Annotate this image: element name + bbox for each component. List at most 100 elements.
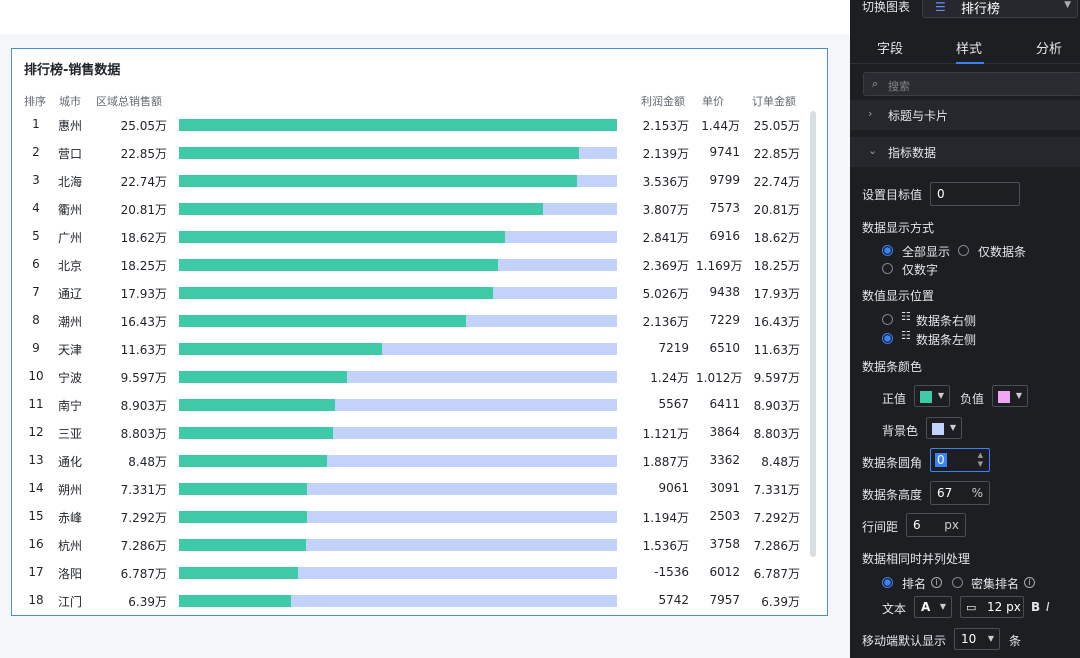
font-size-dropdown[interactable]: ▭ 12 px [960,596,1024,618]
order-amount-cell: 22.85万 [753,147,800,161]
price-cell: 1.012万 [696,371,743,385]
rank-cell: 3 [32,173,40,187]
search-input[interactable]: ⌕ 搜索 [863,72,1080,96]
search-placeholder: 搜索 [888,80,910,93]
total-sales-cell: 25.05万 [120,119,167,133]
mobile-count-unit: 条 [1009,634,1022,648]
negative-color-picker[interactable]: ▼ [992,385,1028,407]
bg-color-picker[interactable]: ▼ [926,417,962,439]
target-value-input[interactable]: 0 [930,182,1020,206]
profit-cell: 1.536万 [642,539,689,553]
row-gap-label: 行间距 [862,520,899,534]
table-row[interactable]: 2 营口 22.85万 2.139万 9741 22.85万 [12,139,812,167]
bar-height-unit: % [971,486,983,500]
table-row[interactable]: 17 洛阳 6.787万 -1536 6012 6.787万 [12,559,812,587]
radius-input[interactable]: 0 ▲ ▼ [930,448,990,472]
bar-background [179,231,617,243]
table-row[interactable]: 16 杭州 7.286万 1.536万 3758 7.286万 [12,531,812,559]
font-color-dropdown[interactable]: A ▼ [914,596,952,618]
chevron-down-icon: ▼ [1064,0,1071,10]
chevron-down-icon: ▼ [937,391,944,400]
table-row[interactable]: 18 江门 6.39万 5742 7957 6.39万 [12,587,812,615]
mobile-count-dropdown[interactable]: 10 ▼ [954,628,1000,650]
bar-value [179,175,577,187]
target-value: 0 [937,187,945,201]
position-right-radio[interactable] [882,314,893,325]
tab-analysis[interactable]: 分析 [1036,42,1063,57]
dashboard-canvas: 排行榜-销售数据 排序 城市 区域总销售额 利润金额 单价 订单金额 1 惠州 25… [11,48,828,616]
positive-color-picker[interactable]: ▼ [914,385,950,407]
table-row[interactable]: 14 朔州 7.331万 9061 3091 7.331万 [12,475,812,503]
positive-color-label: 正值 [882,392,907,406]
bar-background [179,539,617,551]
table-row[interactable]: 10 宁波 9.597万 1.24万 1.012万 9.597万 [12,363,812,391]
display-all-radio[interactable] [882,245,893,256]
table-row[interactable]: 9 天津 11.63万 7219 6510 11.63万 [12,335,812,363]
order-amount-cell: 9.597万 [753,371,800,385]
price-cell: 7229 [709,313,740,327]
rank-cell: 7 [32,285,40,299]
total-sales-cell: 22.74万 [120,175,167,189]
header-order: 订单金额 [752,95,796,108]
table-row[interactable]: 4 衢州 20.81万 3.807万 7573 20.81万 [12,195,812,223]
bar-background [179,315,617,327]
table-row[interactable]: 6 北京 18.25万 2.369万 1.169万 18.25万 [12,251,812,279]
display-number-only-label: 仅数字 [902,263,939,277]
price-cell: 7957 [709,593,740,607]
order-amount-cell: 18.62万 [753,231,800,245]
total-sales-cell: 8.803万 [120,427,167,441]
table-row[interactable]: 1 惠州 25.05万 2.153万 1.44万 25.05万 [12,111,812,139]
chevron-right-icon: › [868,107,873,120]
header-city: 城市 [59,95,81,108]
ranking-card[interactable]: 排行榜-销售数据 排序 城市 区域总销售额 利润金额 单价 订单金额 1 惠州 25… [11,48,828,616]
rank-cell: 11 [28,397,44,411]
table-row[interactable]: 8 潮州 16.43万 2.136万 7229 16.43万 [12,307,812,335]
table-row[interactable]: 12 三亚 8.803万 1.121万 3864 8.803万 [12,419,812,447]
city-cell: 惠州 [58,119,83,133]
info-icon[interactable]: i [1024,577,1035,588]
section-title-card[interactable]: › 标题与卡片 [850,100,1080,130]
price-cell: 3091 [709,481,740,495]
row-gap-input[interactable]: 6 px [906,513,966,537]
italic-button[interactable]: I [1046,600,1050,614]
tie-dense-rank-radio[interactable] [952,577,963,588]
negative-color-swatch [998,391,1010,403]
city-cell: 杭州 [58,539,83,553]
tab-fields[interactable]: 字段 [877,42,904,57]
info-icon[interactable]: i [931,577,942,588]
table-row[interactable]: 13 通化 8.48万 1.887万 3362 8.48万 [12,447,812,475]
price-cell: 9799 [709,173,740,187]
chevron-down-icon: ▼ [949,423,956,432]
bold-button[interactable]: B [1031,600,1041,614]
tie-rank-radio[interactable] [882,577,893,588]
table-row[interactable]: 15 赤峰 7.292万 1.194万 2503 7.292万 [12,503,812,531]
table-row[interactable]: 5 广州 18.62万 2.841万 6916 18.62万 [12,223,812,251]
total-sales-cell: 6.787万 [120,567,167,581]
bar-value [179,147,579,159]
city-cell: 宁波 [58,371,83,385]
price-cell: 3362 [709,453,740,467]
bar-value [179,427,333,439]
display-number-only-radio[interactable] [882,263,893,274]
vertical-scrollbar[interactable] [810,111,816,557]
bar-height-input[interactable]: 67 % [930,481,990,505]
position-left-radio[interactable] [882,333,893,344]
bar-background [179,483,617,495]
total-sales-cell: 22.85万 [120,147,167,161]
order-amount-cell: 8.903万 [753,399,800,413]
bar-value [179,231,505,243]
profit-cell: 7219 [658,341,689,355]
order-amount-cell: 20.81万 [753,203,800,217]
chart-type-select[interactable]: ☰ 排行榜 ▼ [922,0,1078,18]
table-row[interactable]: 3 北海 22.74万 3.536万 9799 22.74万 [12,167,812,195]
table-row[interactable]: 7 通辽 17.93万 5.026万 9438 17.93万 [12,279,812,307]
table-row[interactable]: 11 南宁 8.903万 5567 6411 8.903万 [12,391,812,419]
stepper-arrows-icon[interactable]: ▲ ▼ [977,451,983,468]
height-label: 数据条高度 [862,488,923,502]
tab-style[interactable]: 样式 [956,42,983,57]
bar-background [179,371,617,383]
price-cell: 1.169万 [696,259,743,273]
section-indicator[interactable]: ⌄ 指标数据 [850,137,1080,167]
radius-value: 0 [935,453,947,467]
display-bar-only-radio[interactable] [958,245,969,256]
